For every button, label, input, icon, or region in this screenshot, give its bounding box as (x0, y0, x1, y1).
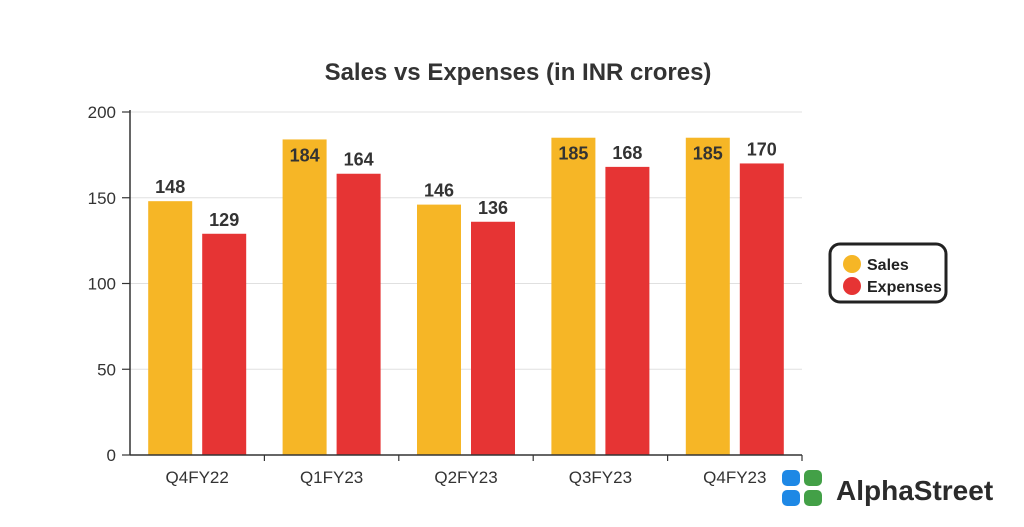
sales-legend-swatch (843, 255, 861, 273)
expenses-legend-swatch (843, 277, 861, 295)
expenses-value-label: 168 (612, 143, 642, 163)
sales-value-label: 185 (693, 144, 723, 164)
y-tick-label: 0 (107, 446, 116, 465)
alphastreet-logo-icon (782, 470, 822, 506)
expenses-bar (471, 221, 515, 455)
chart-title: Sales vs Expenses (in INR crores) (325, 59, 712, 86)
x-tick-label: Q2FY23 (434, 468, 497, 487)
sales-bar (417, 204, 461, 455)
bars (148, 137, 784, 456)
sales-value-label: 184 (290, 145, 320, 165)
y-tick-label: 150 (88, 189, 116, 208)
expenses-value-label: 136 (478, 198, 508, 218)
expenses-bar (202, 233, 247, 455)
expenses-value-label: 129 (209, 210, 239, 230)
expenses-value-label: 170 (747, 139, 777, 159)
sales-value-label: 146 (424, 181, 454, 201)
x-tick-label: Q4FY22 (166, 468, 229, 487)
sales-legend-label: Sales (867, 257, 909, 274)
sales-value-label: 185 (558, 144, 588, 164)
sales-bar (551, 137, 596, 455)
expenses-legend-label: Expenses (867, 279, 942, 296)
axes: 0 50 100 150 200 Q4FY22 Q1FY23 Q2FY23 Q3FY23 Q4FY… (88, 103, 803, 487)
expenses-value-label: 164 (344, 150, 374, 170)
brand-logo: AlphaStreet (782, 470, 993, 506)
x-tick-label: Q4FY23 (703, 468, 766, 487)
y-tick-label: 200 (88, 103, 116, 122)
x-tick-label: Q1FY23 (300, 468, 363, 487)
x-tick-label: Q3FY23 (569, 468, 632, 487)
y-tick-label: 100 (88, 275, 116, 294)
y-tick-label: 50 (97, 360, 116, 379)
sales-bar (282, 139, 327, 455)
expenses-bar (336, 173, 381, 456)
data-labels: 148 129 184 164 146 136 185 168 185 170 (155, 139, 777, 229)
sales-bar (148, 201, 193, 455)
sales-value-label: 148 (155, 177, 185, 197)
expenses-bar (739, 163, 784, 455)
legend: Sales Expenses (828, 242, 948, 304)
expenses-bar (605, 166, 650, 455)
sales-bar (685, 137, 730, 455)
brand-name: AlphaStreet (836, 475, 993, 506)
